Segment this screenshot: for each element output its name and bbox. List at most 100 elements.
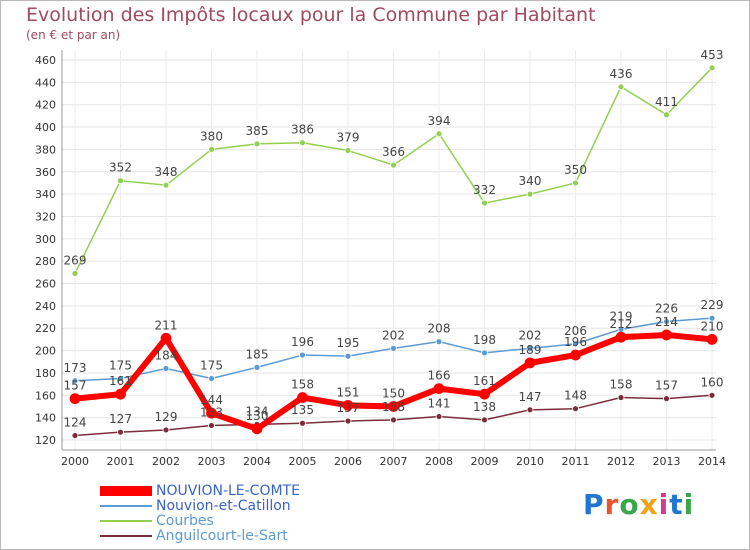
y-tick-label: 120 xyxy=(35,434,56,447)
data-point xyxy=(388,401,399,412)
data-point xyxy=(299,351,306,359)
data-point xyxy=(708,64,716,72)
data-point xyxy=(572,405,579,413)
logo-letter: i xyxy=(658,488,670,521)
data-label: 202 xyxy=(519,328,542,342)
legend-swatch xyxy=(100,486,152,496)
data-point xyxy=(615,331,627,343)
data-label: 348 xyxy=(155,165,178,179)
chart-title: Evolution des Impôts locaux pour la Comm… xyxy=(26,4,596,26)
data-point xyxy=(117,177,124,185)
logo-letter: t xyxy=(669,488,684,521)
data-point xyxy=(208,422,215,429)
data-label: 212 xyxy=(610,317,633,331)
data-label: 196 xyxy=(291,335,314,349)
data-label: 219 xyxy=(610,309,633,323)
data-point xyxy=(342,399,354,411)
data-point xyxy=(162,365,170,372)
data-point xyxy=(299,139,306,147)
data-point xyxy=(481,199,488,207)
y-tick-label: 200 xyxy=(35,345,56,358)
data-label: 127 xyxy=(109,412,132,426)
data-point xyxy=(663,318,670,325)
data-point xyxy=(481,416,488,424)
legend-label: Nouvion-et-Catillon xyxy=(156,498,291,514)
data-label: 195 xyxy=(337,336,360,350)
data-label: 161 xyxy=(473,374,496,388)
data-point xyxy=(617,394,625,401)
data-label: 206 xyxy=(564,324,587,338)
data-label: 138 xyxy=(473,400,496,414)
data-point xyxy=(206,407,217,419)
data-label: 202 xyxy=(382,328,405,342)
data-point xyxy=(208,375,215,382)
data-label: 198 xyxy=(473,333,496,347)
data-point xyxy=(117,375,124,382)
data-label: 129 xyxy=(155,410,178,424)
data-label: 158 xyxy=(610,378,633,392)
data-point xyxy=(708,391,716,399)
data-point xyxy=(617,83,625,91)
x-tick-label: 2013 xyxy=(653,455,681,468)
data-label: 175 xyxy=(109,359,132,373)
data-point xyxy=(162,426,170,434)
data-label: 196 xyxy=(564,335,587,349)
y-tick-label: 220 xyxy=(35,322,56,335)
data-point xyxy=(572,340,579,348)
data-point xyxy=(344,147,352,154)
data-point xyxy=(435,413,443,420)
data-label: 184 xyxy=(155,348,178,362)
x-tick-label: 2014 xyxy=(698,455,726,468)
data-point xyxy=(526,190,534,198)
data-label: 340 xyxy=(519,174,542,188)
data-point xyxy=(706,334,718,345)
data-point xyxy=(435,130,443,138)
legend-swatch xyxy=(100,520,152,522)
x-tick-label: 2002 xyxy=(152,455,180,468)
data-point xyxy=(570,349,581,361)
data-point xyxy=(524,357,536,369)
data-point xyxy=(663,111,670,119)
data-point xyxy=(526,344,534,352)
data-label: 211 xyxy=(155,318,178,332)
data-label: 150 xyxy=(382,386,405,400)
data-point xyxy=(572,179,579,187)
data-label: 161 xyxy=(109,374,132,388)
data-label: 214 xyxy=(655,315,678,329)
data-point xyxy=(433,383,445,394)
y-tick-label: 420 xyxy=(35,99,56,112)
x-tick-label: 2004 xyxy=(243,455,271,468)
y-tick-label: 260 xyxy=(35,278,56,291)
data-point xyxy=(708,314,716,322)
chart-subtitle: (en € et par an) xyxy=(26,28,121,42)
data-point xyxy=(253,140,261,148)
x-tick-label: 2006 xyxy=(334,455,362,468)
data-label: 134 xyxy=(246,404,269,418)
y-tick-label: 340 xyxy=(35,188,56,201)
data-label: 124 xyxy=(64,416,87,430)
logo-letter: r xyxy=(604,488,620,521)
legend-swatch xyxy=(100,505,152,507)
data-label: 366 xyxy=(382,145,405,159)
y-tick-label: 460 xyxy=(35,54,56,67)
data-point xyxy=(299,419,306,427)
logo-letter: i xyxy=(683,488,695,521)
data-label: 352 xyxy=(109,161,132,175)
data-label: 158 xyxy=(291,378,314,392)
x-tick-label: 2001 xyxy=(107,455,135,468)
y-tick-label: 360 xyxy=(35,166,56,179)
data-label: 144 xyxy=(200,393,223,407)
y-tick-label: 300 xyxy=(35,233,56,246)
y-tick-label: 320 xyxy=(35,210,56,223)
x-tick-label: 2011 xyxy=(562,455,590,468)
legend-label: Anguilcourt-le-Sart xyxy=(156,528,288,544)
data-point xyxy=(390,416,397,424)
data-label: 185 xyxy=(246,347,269,361)
logo-letter: P xyxy=(583,488,605,521)
data-point xyxy=(297,392,308,403)
legend-label: NOUVION-LE-COMTE xyxy=(156,483,300,499)
logo-letter: x xyxy=(639,488,659,521)
data-point xyxy=(162,181,170,189)
y-tick-label: 380 xyxy=(35,143,56,156)
